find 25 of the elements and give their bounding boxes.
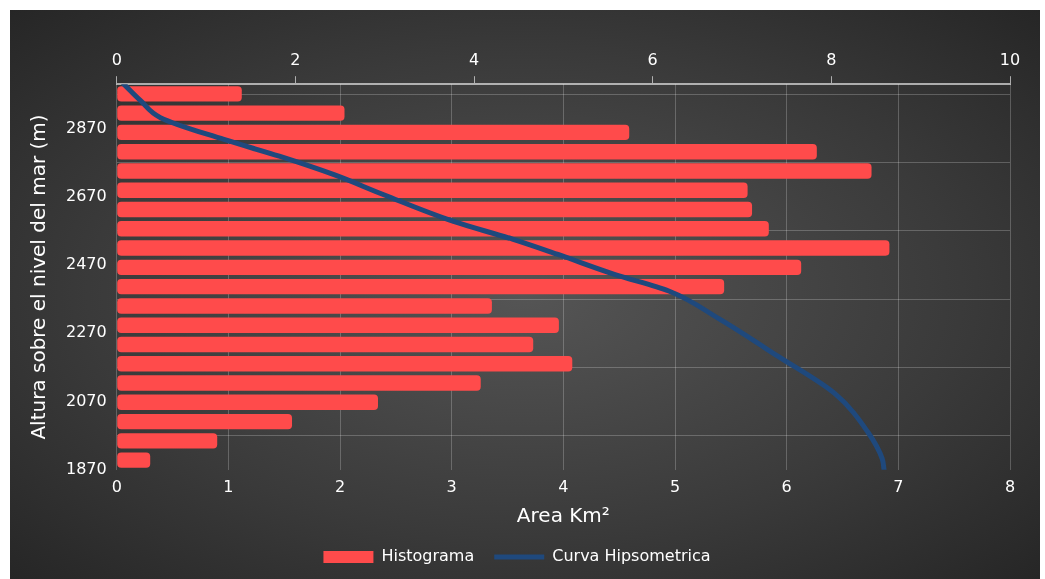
- y-tick-label: 2270: [66, 322, 107, 342]
- x2-tick-label: 0: [111, 49, 122, 69]
- x-tick-label: 4: [558, 476, 569, 496]
- y-tick-label: 2670: [66, 185, 107, 205]
- x2-tick-label: 4: [468, 49, 480, 69]
- x-tick-label: 1: [223, 476, 234, 496]
- y-axis-title: Altura sobre el nivel del mar (m): [26, 114, 51, 440]
- x-tick-label: 0: [111, 476, 122, 496]
- x-tick-label: 3: [446, 476, 457, 496]
- x2-tick-label: 10: [999, 49, 1021, 69]
- x-tick-label: 2: [334, 476, 346, 496]
- x-tick-label: 5: [669, 476, 681, 496]
- x2-tick-label: 2: [290, 49, 301, 69]
- x2-tick-label: 6: [647, 49, 658, 69]
- y-tick-label: 2870: [66, 117, 107, 137]
- x-axis-title: Area Km²: [516, 503, 610, 528]
- x-tick-label: 8: [1004, 476, 1016, 496]
- x-tick-label: 6: [781, 476, 792, 496]
- y-tick-label: 2470: [66, 254, 107, 274]
- y-tick-label: 2070: [66, 390, 107, 410]
- x2-tick-label: 8: [826, 49, 837, 69]
- x-tick-label: 7: [893, 476, 904, 496]
- legend-label: Histograma: [381, 546, 475, 566]
- legend-label: Curva Hipsometrica: [552, 546, 711, 566]
- y-tick-label: 1870: [66, 458, 107, 478]
